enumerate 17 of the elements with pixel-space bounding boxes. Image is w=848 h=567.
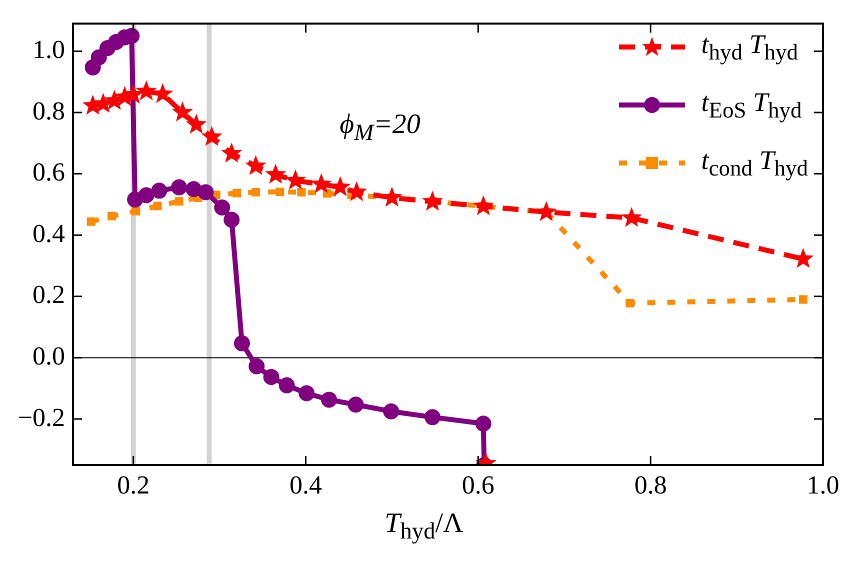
x-axis-title: T$_{hyd}$/Λ <box>384 508 464 546</box>
y-tick-label: −0.2 <box>18 402 65 432</box>
y-tick-label: 1.0 <box>32 35 65 64</box>
y-tick-label: 0.0 <box>32 342 65 371</box>
x-tick-label: 0.8 <box>634 470 667 500</box>
legend-label: t$_{cond}$ T$_{hyd}$ <box>701 144 808 180</box>
legend-label: t$_{EoS}$ T$_{hyd}$ <box>701 86 802 122</box>
legend-label: t$_{hyd}$ T$_{hyd}$ <box>701 28 798 64</box>
x-tick-label: 1.0 <box>806 470 840 500</box>
y-tick-label: 0.4 <box>32 218 65 248</box>
annotation: ϕ$_{M}$=20 <box>340 109 420 146</box>
x-tick-label: 0.2 <box>117 470 150 500</box>
x-tick-label: 0.4 <box>290 470 322 500</box>
x-tick-label: 0.6 <box>462 470 494 500</box>
y-tick-label: 0.2 <box>32 280 65 310</box>
y-tick-label: 0.8 <box>32 96 65 126</box>
y-tick-label: 0.6 <box>32 158 65 187</box>
